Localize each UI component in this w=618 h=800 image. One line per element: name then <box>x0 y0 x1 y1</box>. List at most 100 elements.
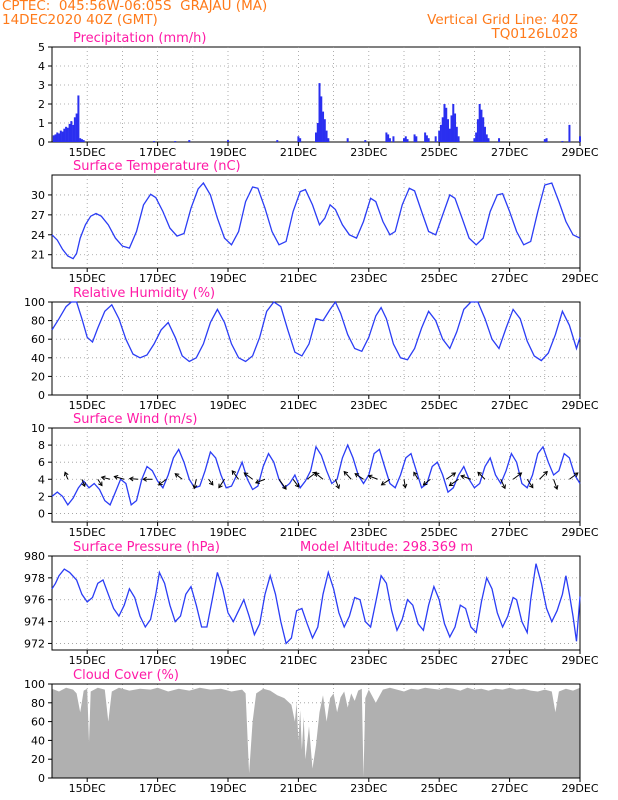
temp-ytick-label: 24 <box>31 229 45 242</box>
precip-bar <box>73 117 76 142</box>
precip-bar <box>52 135 55 142</box>
wind-vector-head <box>422 480 428 486</box>
rh-xtick-label: 17DEC <box>139 399 176 412</box>
wind-xtick-label: 17DEC <box>139 526 176 539</box>
precip-xtick-label: 15DEC <box>69 146 106 159</box>
precip-bar <box>445 107 448 142</box>
precip-frame <box>51 46 581 143</box>
wind-vector <box>445 472 456 480</box>
precip-bar <box>561 141 564 142</box>
wind-vector <box>354 473 364 480</box>
precip-ytick-label: 0 <box>38 136 45 149</box>
wind-vector-head <box>477 471 482 477</box>
wind-vector-head <box>354 473 360 478</box>
precip-bar <box>80 139 83 142</box>
wind-vector <box>413 472 419 480</box>
wind-vector <box>539 471 548 480</box>
wind-vector-head <box>501 484 506 490</box>
precip-bar <box>438 130 441 142</box>
temp-xtick-label: 29DEC <box>561 272 598 285</box>
precip-bar <box>545 138 548 142</box>
wind-vector <box>193 479 197 489</box>
rh-ytick-label: 40 <box>31 352 45 365</box>
cloud-xtick-label: 23DEC <box>350 782 387 795</box>
precip-bar <box>56 132 59 142</box>
precip-bar <box>454 113 457 142</box>
precip-bar <box>483 126 486 142</box>
cloud-xtick-label: 27DEC <box>491 782 528 795</box>
wind-vector-head <box>367 474 373 480</box>
precip-bar <box>323 119 326 142</box>
wind-ytick-label: 10 <box>31 422 45 435</box>
pres-xtick-label: 27DEC <box>491 654 528 667</box>
rh-ytick-label: 20 <box>31 370 45 383</box>
wind-vector-head <box>312 471 318 477</box>
temp-frame <box>51 174 581 269</box>
precip-bar <box>77 95 80 142</box>
wind-vector-head <box>517 472 523 477</box>
wind-ytick-label: 2 <box>38 490 45 503</box>
cloud-xtick-label: 25DEC <box>421 782 458 795</box>
precip-xtick-label: 23DEC <box>350 146 387 159</box>
precip-bar <box>387 134 390 142</box>
precip-bar <box>434 136 437 142</box>
cloud-ytick-label: 0 <box>38 772 45 785</box>
precip-bar <box>388 138 391 142</box>
temp-ytick-label: 30 <box>31 189 45 202</box>
precip-bar <box>227 140 229 142</box>
precip-title: Precipitation (mm/h) <box>73 31 206 46</box>
pres-xtick-label: 23DEC <box>350 654 387 667</box>
wind-vector <box>306 471 317 480</box>
precip-ytick-label: 3 <box>38 79 45 92</box>
precip-bar <box>68 123 71 142</box>
rh-xtick-label: 23DEC <box>350 399 387 412</box>
cloud-xtick-label: 19DEC <box>209 782 246 795</box>
precip-bar <box>439 124 442 142</box>
precip-bar <box>346 138 349 142</box>
temp-series-line <box>51 181 581 260</box>
wind-vector-head <box>218 483 223 489</box>
wind-xtick-label: 23DEC <box>350 526 387 539</box>
wind-vector <box>526 478 534 488</box>
precip-bar <box>188 140 191 142</box>
precip-bar <box>385 132 388 142</box>
precip-bar <box>54 134 57 142</box>
wind-vector <box>101 476 111 480</box>
pres-title: Surface Pressure (hPa) <box>73 540 220 555</box>
wind-vector <box>449 478 459 486</box>
wind-xtick-label: 21DEC <box>280 526 317 539</box>
temp-xtick-label: 17DEC <box>139 272 176 285</box>
wind-ytick-label: 6 <box>38 456 45 469</box>
wind-vector-head <box>413 471 418 477</box>
wind-vector-head <box>402 483 408 489</box>
pres-xtick-label: 21DEC <box>280 654 317 667</box>
precip-bar <box>447 119 449 142</box>
precip-bar <box>450 115 453 142</box>
cloud-area <box>52 687 580 778</box>
precip-ytick-label: 1 <box>38 117 45 130</box>
wind-vector-head <box>343 470 349 476</box>
cloud-ytick-label: 60 <box>31 716 45 729</box>
wind-vector-head <box>335 484 341 490</box>
wind-vector-head <box>208 480 214 486</box>
rh-xtick-label: 21DEC <box>280 399 317 412</box>
precip-bar <box>66 127 69 142</box>
wind-vector-head <box>100 475 106 481</box>
wind-vector <box>460 475 472 480</box>
precip-bar <box>441 117 444 142</box>
precip-bar <box>455 126 458 142</box>
wind-vector <box>423 478 431 486</box>
wind-vector <box>553 479 558 490</box>
wind-vector-head <box>451 472 457 477</box>
rh-series-line <box>51 300 581 363</box>
wind-vector-head <box>448 481 454 487</box>
precip-bar <box>318 83 321 142</box>
wind-vector-head <box>282 485 287 490</box>
wind-vector-head <box>314 472 320 477</box>
precip-bar <box>415 136 418 142</box>
temp-xtick-label: 15DEC <box>69 272 106 285</box>
precip-xtick-label: 29DEC <box>561 146 598 159</box>
precip-xtick-label: 27DEC <box>491 146 528 159</box>
precip-ytick-label: 2 <box>38 98 45 111</box>
cloud-xtick-label: 17DEC <box>139 782 176 795</box>
